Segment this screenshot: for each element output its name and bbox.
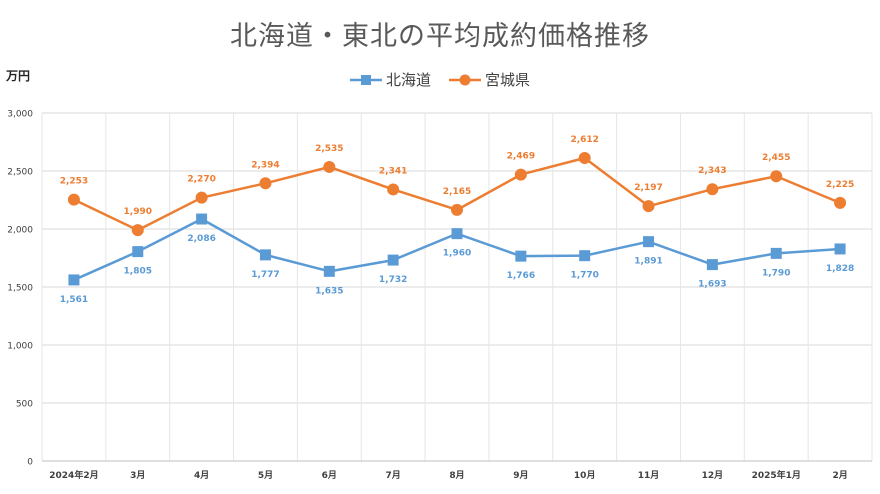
y-tick-label: 3,000: [7, 110, 33, 120]
data-point-miyagi: [451, 203, 463, 216]
data-label: 2,469: [507, 152, 535, 162]
x-tick-label: 2024年2月: [49, 469, 98, 481]
x-tick-label: 6月: [322, 470, 337, 481]
x-tick-label: 9月: [513, 470, 528, 481]
x-tick-label: 12月: [702, 470, 724, 481]
data-point-hokkaido: [643, 236, 655, 248]
y-axis-unit-label: 万円: [6, 69, 31, 83]
y-tick-label: 500: [16, 400, 33, 410]
data-point-hokkaido: [451, 228, 463, 240]
data-point-miyagi: [834, 196, 847, 209]
data-point-hokkaido: [515, 250, 527, 262]
legend: 北海道 宮城県: [0, 69, 880, 90]
data-point-hokkaido: [387, 254, 399, 266]
data-point-hokkaido: [770, 247, 782, 259]
legend-item-hokkaido: 北海道: [349, 69, 431, 90]
data-point-hokkaido: [196, 213, 208, 225]
x-tick-label: 11月: [638, 470, 660, 481]
data-label: 2,455: [762, 153, 790, 163]
legend-label-miyagi: 宮城県: [485, 71, 531, 89]
x-tick-label: 5月: [258, 470, 273, 481]
data-point-miyagi: [387, 183, 400, 196]
data-label: 1,990: [124, 207, 152, 217]
data-label: 1,891: [634, 257, 662, 267]
data-label: 1,693: [698, 280, 726, 290]
y-tick-label: 1,000: [7, 342, 33, 352]
data-label: 2,612: [570, 135, 598, 145]
data-label: 1,777: [251, 270, 279, 280]
y-tick-label: 2,000: [7, 226, 33, 236]
data-label: 2,535: [315, 144, 343, 154]
data-point-miyagi: [67, 193, 80, 206]
x-tick-label: 7月: [386, 470, 401, 481]
data-label: 2,341: [379, 166, 407, 176]
data-label: 1,561: [60, 295, 88, 305]
data-label: 1,732: [379, 275, 407, 285]
data-label: 1,805: [124, 267, 152, 277]
data-point-hokkaido: [323, 265, 335, 277]
data-label: 2,225: [826, 180, 854, 190]
x-tick-label: 2月: [832, 470, 847, 481]
data-point-hokkaido: [706, 259, 718, 271]
data-point-miyagi: [131, 224, 144, 237]
x-tick-label: 8月: [449, 470, 464, 481]
data-point-miyagi: [323, 160, 336, 173]
legend-marker-square-icon: [349, 74, 382, 85]
data-point-miyagi: [514, 168, 527, 181]
data-label: 1,790: [762, 268, 790, 278]
data-point-hokkaido: [579, 250, 591, 262]
data-label: 2,270: [187, 175, 215, 185]
y-tick-label: 0: [27, 458, 33, 468]
x-tick-label: 3月: [130, 470, 145, 481]
data-point-hokkaido: [834, 243, 846, 255]
data-label: 2,253: [60, 177, 88, 187]
x-tick-label: 2025年1月: [752, 469, 801, 481]
legend-item-miyagi: 宮城県: [449, 69, 530, 90]
data-label: 1,766: [507, 271, 535, 281]
y-tick-label: 2,500: [7, 168, 33, 178]
data-label: 1,635: [315, 286, 343, 296]
data-point-hokkaido: [132, 246, 144, 258]
data-point-miyagi: [706, 183, 719, 196]
data-point-miyagi: [770, 170, 783, 183]
data-label: 2,165: [443, 187, 471, 197]
data-point-hokkaido: [68, 274, 80, 286]
legend-label-hokkaido: 北海道: [385, 71, 431, 89]
data-label: 2,343: [698, 166, 726, 176]
data-point-miyagi: [195, 191, 208, 204]
data-label: 2,197: [634, 183, 662, 193]
x-tick-label: 10月: [574, 470, 596, 481]
y-tick-label: 1,500: [7, 284, 33, 294]
data-point-miyagi: [259, 177, 272, 190]
legend-marker-circle-icon: [449, 74, 481, 85]
data-point-miyagi: [642, 200, 655, 213]
data-label: 2,086: [187, 234, 215, 244]
data-point-hokkaido: [259, 249, 271, 261]
data-point-miyagi: [578, 152, 591, 165]
data-label: 1,770: [570, 271, 598, 281]
data-label: 1,960: [443, 249, 471, 259]
chart-title: 北海道・東北の平均成約価格推移: [230, 21, 650, 52]
x-tick-label: 4月: [194, 470, 209, 481]
data-label: 1,828: [826, 264, 854, 274]
data-label: 2,394: [251, 160, 279, 170]
